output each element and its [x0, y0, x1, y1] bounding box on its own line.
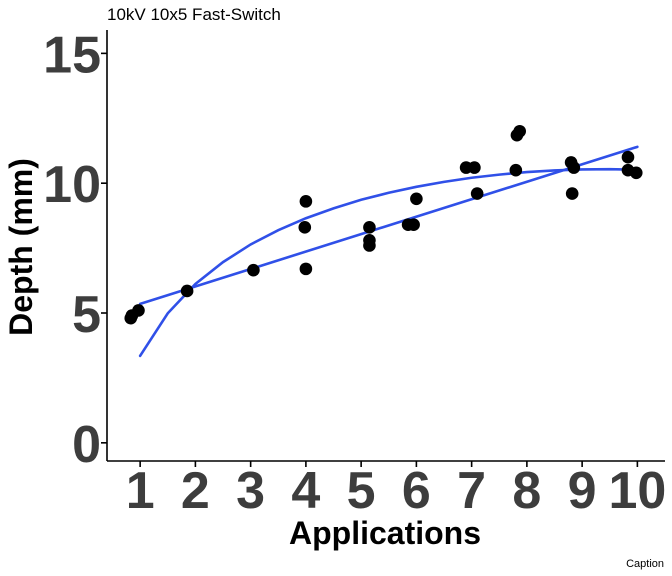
data-point [132, 304, 145, 317]
data-point [299, 262, 313, 276]
y-tick-label: 10 [43, 156, 101, 214]
data-point [298, 221, 312, 234]
chart-caption: Caption [626, 558, 664, 570]
x-axis-ticks: 1 2 3 4 5 6 7 8 9 10 [126, 461, 666, 520]
data-point [363, 221, 376, 234]
data-point [299, 195, 313, 208]
data-point [180, 284, 194, 298]
x-tick-label: 2 [181, 462, 210, 520]
data-point [565, 187, 579, 200]
y-tick-label: 15 [43, 26, 101, 84]
chart-title: 10kV 10x5 Fast-Switch [107, 5, 281, 24]
y-axis-ticks: 0 5 10 15 [43, 26, 107, 474]
data-point [363, 239, 376, 252]
x-tick-label: 4 [291, 462, 320, 520]
x-tick-label: 6 [402, 462, 431, 520]
fit-lines-layer [138, 145, 639, 358]
data-points-layer [124, 124, 643, 325]
data-point [407, 218, 420, 232]
fit-line-logarithmic [138, 167, 639, 358]
data-point [410, 192, 423, 206]
y-tick-label: 5 [72, 286, 101, 344]
data-point [629, 166, 643, 180]
data-point [567, 161, 581, 174]
x-tick-label: 8 [512, 462, 541, 520]
data-point [470, 187, 484, 200]
data-point [513, 124, 526, 138]
data-point [247, 263, 260, 277]
x-tick-label: 9 [568, 462, 597, 520]
x-tick-label: 3 [236, 462, 265, 520]
x-tick-label: 7 [457, 462, 486, 520]
x-axis-title: Applications [289, 515, 481, 551]
x-tick-label: 5 [347, 462, 376, 520]
x-tick-label: 10 [608, 462, 666, 520]
data-point [621, 150, 635, 164]
y-axis-title: Depth (mm) [3, 158, 39, 336]
data-point [509, 163, 523, 177]
x-tick-label: 1 [126, 462, 155, 520]
data-point [468, 161, 481, 174]
fit-line-linear [138, 145, 639, 306]
y-tick-label: 0 [72, 416, 101, 474]
